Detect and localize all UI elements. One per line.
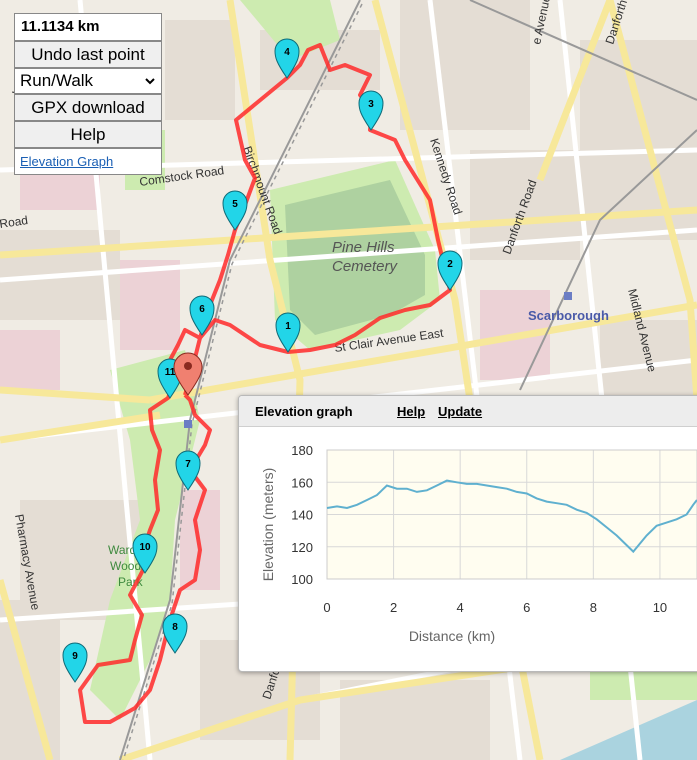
y-tick-label: 100 bbox=[291, 572, 313, 587]
label-scarborough: Scarborough bbox=[528, 308, 609, 323]
elevation-graph-link-box: Elevation Graph bbox=[14, 148, 162, 175]
y-tick-label: 180 bbox=[291, 443, 313, 458]
route-marker-label: 3 bbox=[368, 99, 374, 110]
y-axis-label: Elevation (meters) bbox=[260, 468, 276, 582]
route-marker-label: 7 bbox=[185, 459, 191, 470]
y-tick-label: 160 bbox=[291, 475, 313, 490]
route-marker-8[interactable]: 8 bbox=[162, 613, 188, 654]
x-tick-label: 2 bbox=[390, 600, 397, 615]
elevation-panel-header: Elevation graph Help Update bbox=[239, 396, 697, 427]
route-line bbox=[78, 43, 452, 724]
elevation-help-link[interactable]: Help bbox=[397, 404, 426, 419]
elevation-panel: Elevation graph Help Update 100 120 140 160… bbox=[238, 395, 697, 672]
plot-border bbox=[326, 449, 697, 580]
gpx-download-button[interactable]: GPX download bbox=[14, 94, 162, 121]
route-marker-label: 5 bbox=[232, 199, 238, 210]
route-marker-label: 9 bbox=[72, 651, 78, 662]
x-axis-label: Distance (km) bbox=[409, 628, 495, 644]
route-marker-7[interactable]: 7 bbox=[175, 450, 201, 491]
elevation-series-line bbox=[326, 479, 697, 554]
route-marker-3[interactable]: 3 bbox=[358, 90, 384, 131]
route-marker-10[interactable]: 10 bbox=[132, 533, 158, 574]
route-marker-6[interactable]: 6 bbox=[189, 295, 215, 336]
route-marker-label: 10 bbox=[139, 542, 151, 553]
x-tick-label: 0 bbox=[323, 600, 330, 615]
route-marker-label: 6 bbox=[199, 304, 205, 315]
control-panel: 11.1134 km Undo last point Run/Walk GPX … bbox=[14, 13, 162, 175]
route-marker-label: 1 bbox=[285, 321, 291, 332]
route-marker-label: 2 bbox=[447, 259, 453, 270]
route-marker-label: 8 bbox=[172, 622, 178, 633]
route-marker-2[interactable]: 2 bbox=[437, 250, 463, 291]
x-tick-label: 4 bbox=[457, 600, 464, 615]
route-marker-4[interactable]: 4 bbox=[274, 38, 300, 79]
elevation-update-link[interactable]: Update bbox=[438, 404, 483, 419]
elevation-graph-link[interactable]: Elevation Graph bbox=[20, 154, 114, 169]
route-marker-5[interactable]: 5 bbox=[222, 190, 248, 231]
undo-last-point-button[interactable]: Undo last point bbox=[14, 41, 162, 68]
label-cemetery: Cemetery bbox=[332, 258, 399, 275]
elevation-panel-title: Elevation graph bbox=[255, 404, 353, 419]
label-pine-hills: Pine Hills bbox=[332, 239, 395, 256]
x-tick-label: 6 bbox=[523, 600, 530, 615]
x-tick-label: 10 bbox=[653, 600, 667, 615]
chevron-down-icon bbox=[145, 78, 155, 85]
route-marker-9[interactable]: 9 bbox=[62, 642, 88, 683]
y-tick-label: 140 bbox=[291, 508, 313, 523]
y-tick-label: 120 bbox=[291, 540, 313, 555]
current-position-marker[interactable] bbox=[173, 352, 203, 396]
route-marker-label: 4 bbox=[284, 47, 290, 58]
help-button[interactable]: Help bbox=[14, 121, 162, 148]
elevation-chart: 100 120 140 160 180 0 2 4 6 8 10 Distance (km) Eleva… bbox=[260, 443, 697, 644]
route-marker-1[interactable]: 1 bbox=[275, 312, 301, 353]
mode-select[interactable]: Run/Walk bbox=[14, 68, 162, 94]
label-road-fragment: Road bbox=[0, 213, 29, 231]
mode-select-value: Run/Walk bbox=[20, 71, 94, 90]
x-tick-label: 8 bbox=[590, 600, 597, 615]
distance-display: 11.1134 km bbox=[14, 13, 162, 41]
route-marker-label: 11 bbox=[165, 367, 176, 378]
